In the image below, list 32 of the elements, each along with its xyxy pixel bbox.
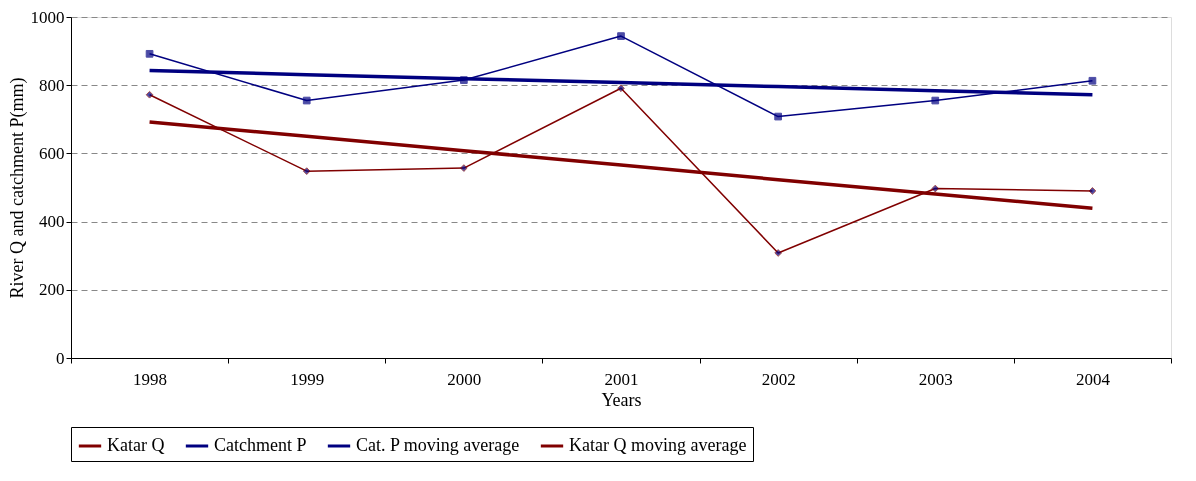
point <box>302 96 311 105</box>
point <box>145 49 154 58</box>
legend-label: Cat. P moving average <box>356 435 520 455</box>
x-tick-label: 2003 <box>918 369 953 389</box>
y-tick-label: 800 <box>39 75 65 95</box>
x-tick-label: 2001 <box>604 369 639 389</box>
y-tick-label: 0 <box>56 348 65 368</box>
point <box>617 32 625 40</box>
y-tick-label: 200 <box>39 280 65 300</box>
x-tick-label: 2004 <box>1075 369 1111 389</box>
legend-label: Katar Q moving average <box>569 435 747 455</box>
y-tick-label: 400 <box>39 212 65 232</box>
legend-label: Catchment P <box>214 435 307 455</box>
x-tick-label: 1999 <box>290 369 325 389</box>
point <box>145 90 154 99</box>
point <box>931 96 940 105</box>
point <box>931 184 940 193</box>
x-axis-title: Years <box>601 389 642 410</box>
point <box>460 164 468 172</box>
x-tick-label: 1998 <box>133 369 168 389</box>
x-tick-label: 2002 <box>761 369 796 389</box>
point <box>774 112 782 121</box>
legend-label: Katar Q <box>107 435 165 455</box>
y-tick-label: 1000 <box>30 7 65 27</box>
x-tick-label: 2000 <box>447 369 482 389</box>
point <box>617 84 625 93</box>
point <box>302 167 311 175</box>
point <box>774 249 782 257</box>
y-tick-label: 600 <box>39 143 65 163</box>
point <box>1088 187 1097 195</box>
y-axis-title: River Q and catchment P(mm) <box>6 77 28 299</box>
point <box>1088 76 1097 85</box>
